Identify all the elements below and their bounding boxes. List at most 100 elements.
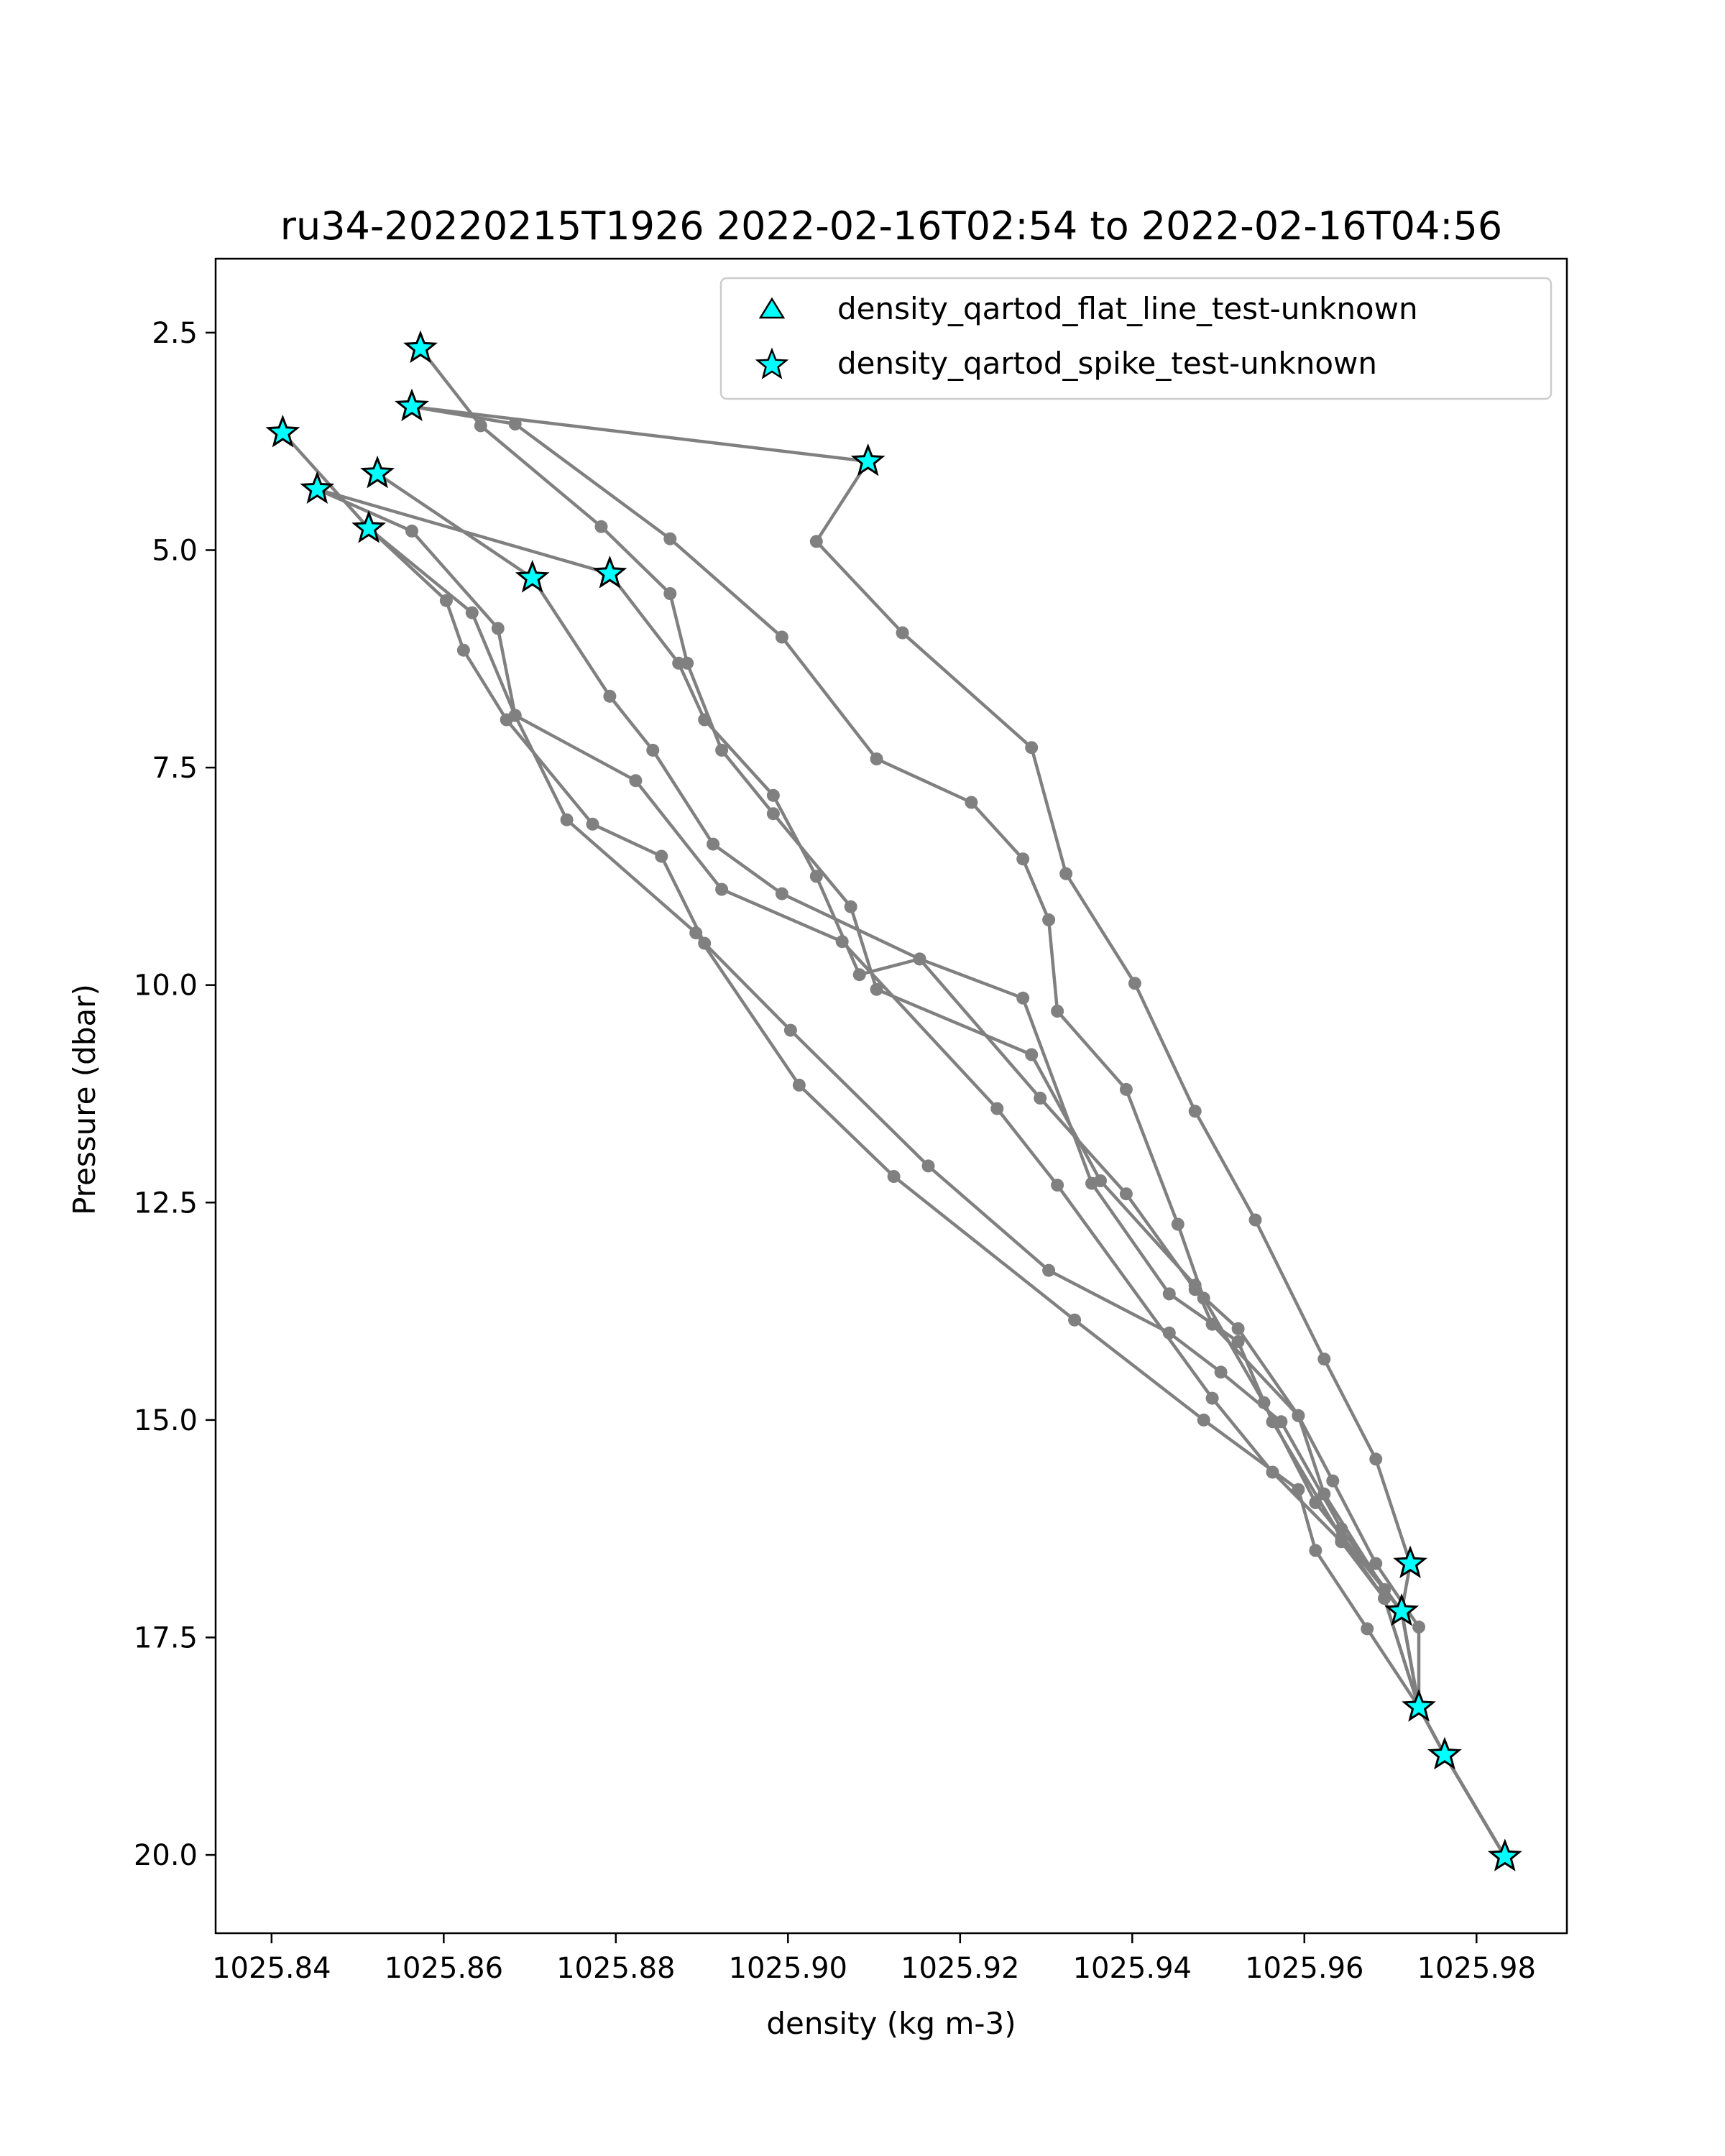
spike-flag-star-2 [394, 388, 429, 422]
profile-7-point-13 [1361, 1622, 1374, 1636]
profile-1-point-8 [844, 900, 857, 913]
chart-title: ru34-20220215T1926 2022-02-16T02:54 to 2… [280, 203, 1502, 249]
profile-8-point-5 [715, 883, 729, 896]
profile-1-point-3 [594, 520, 608, 533]
x-tick-label: 1025.88 [556, 1952, 675, 1985]
x-tick-label: 1025.98 [1417, 1952, 1536, 1985]
profile-8-point-9 [1205, 1391, 1219, 1405]
y-tick-label: 2.5 [152, 317, 198, 350]
profile-6-point-10 [1188, 1283, 1202, 1296]
spike-flag-star-11 [1384, 1593, 1420, 1626]
profile-6-point-12 [1292, 1409, 1305, 1422]
profile-2-point-9 [1248, 1213, 1262, 1227]
profile-4-point-10 [921, 1159, 935, 1173]
spike-flag-star-8 [592, 556, 627, 589]
profile-3-point-10 [1119, 1082, 1133, 1096]
profile-line-1 [419, 347, 1506, 1858]
profile-2-point-4 [896, 626, 909, 640]
profile-4-point-6 [586, 817, 599, 831]
x-tick-label: 1025.84 [212, 1952, 331, 1985]
profile-8-point-4 [629, 774, 643, 788]
profile-2-point-5 [1025, 741, 1039, 755]
spike-flag-star-7 [351, 510, 387, 543]
y-tick-label: 5.0 [152, 534, 198, 567]
profile-6-point-5 [707, 837, 720, 851]
profile-3-point-13 [1257, 1396, 1271, 1409]
profile-3-point-4 [775, 630, 788, 644]
spike-flag-star-4 [850, 443, 886, 476]
plot-frame [214, 257, 1568, 1935]
x-tick-label: 1025.90 [729, 1952, 847, 1985]
profile-6-point-8 [1034, 1092, 1047, 1105]
profile-4-point-4 [456, 643, 470, 657]
y-tick-label: 7.5 [152, 752, 198, 785]
profile-1-point-10 [1025, 1048, 1039, 1061]
profile-7-point-10 [1197, 1413, 1210, 1427]
profile-1-point-17 [1412, 1620, 1425, 1634]
profile-3-point-5 [870, 752, 883, 765]
x-tick-label: 1025.86 [385, 1952, 503, 1985]
profile-3-point-12 [1197, 1291, 1210, 1305]
profile-3-point-14 [1309, 1496, 1322, 1509]
profile-2-point-11 [1369, 1452, 1383, 1466]
y-axis-title: Pressure (dbar) [67, 984, 102, 1215]
profile-6-point-11 [1231, 1322, 1245, 1335]
profile-4-point-8 [698, 936, 712, 950]
legend-label-flat-line: density_qartod_flat_line_test-unknown [837, 291, 1418, 326]
spike-flag-star-13 [1427, 1736, 1462, 1770]
profile-4-point-12 [1162, 1326, 1176, 1340]
profile-6-point-7 [913, 952, 926, 966]
data-layer [265, 330, 1522, 1871]
profile-8-point-6 [835, 935, 849, 949]
legend: density_qartod_flat_line_test-unknown de… [719, 277, 1552, 400]
x-tick-label: 1025.92 [901, 1952, 1019, 1985]
profile-1-point-15 [1326, 1474, 1340, 1488]
profile-1-point-4 [663, 587, 677, 600]
spike-flag-star-6 [300, 471, 335, 505]
y-tick-label: 10.0 [134, 969, 198, 1003]
spike-flag-star-14 [1487, 1838, 1522, 1871]
profile-5-point-9 [1016, 991, 1030, 1005]
x-tick-label: 1025.96 [1245, 1952, 1363, 1985]
profile-5-point-7 [852, 968, 866, 982]
spike-flag-star-5 [360, 455, 395, 489]
profile-8-point-10 [1266, 1465, 1279, 1479]
profile-7-point-11 [1292, 1483, 1305, 1496]
profile-3-point-6 [965, 796, 978, 809]
profile-2-point-7 [1128, 977, 1141, 990]
profile-1-point-6 [715, 743, 729, 757]
profile-4-point-9 [783, 1023, 797, 1037]
profile-3-point-8 [1042, 913, 1056, 926]
profile-5-point-6 [809, 870, 823, 883]
profile-1-point-7 [766, 807, 780, 821]
profile-3-point-9 [1051, 1005, 1064, 1018]
profile-2-point-10 [1317, 1353, 1331, 1366]
profile-line-5 [316, 487, 1506, 1858]
profile-6-point-9 [1119, 1187, 1133, 1201]
profile-line-3 [411, 405, 1506, 1858]
profile-4-point-13 [1214, 1365, 1228, 1379]
profile-line-7 [316, 487, 1506, 1858]
profile-1-point-13 [1205, 1317, 1219, 1331]
profile-7-point-3 [491, 622, 505, 635]
profile-line-8 [367, 527, 1506, 1858]
x-tick-label: 1025.94 [1073, 1952, 1192, 1985]
profile-line-6 [376, 472, 1506, 1858]
profile-5-point-4 [698, 713, 712, 727]
profile-6-point-6 [775, 887, 788, 900]
profile-1-point-9 [870, 982, 883, 996]
profile-7-point-8 [887, 1170, 901, 1183]
spike-flag-star-1 [403, 330, 438, 364]
profile-7-point-9 [1068, 1313, 1082, 1327]
profile-6-point-13 [1317, 1487, 1331, 1501]
profile-5-point-5 [766, 788, 780, 802]
profile-4-point-11 [1042, 1263, 1056, 1277]
legend-triangle-marker-icon [758, 297, 786, 319]
y-tick-label: 12.5 [134, 1187, 198, 1220]
legend-box [719, 277, 1552, 400]
profile-6-point-3 [603, 689, 617, 703]
profile-5-point-11 [1162, 1287, 1176, 1301]
spike-flag-star-3 [265, 414, 300, 448]
profile-5-point-10 [1085, 1176, 1098, 1190]
profile-2-point-8 [1188, 1105, 1202, 1118]
